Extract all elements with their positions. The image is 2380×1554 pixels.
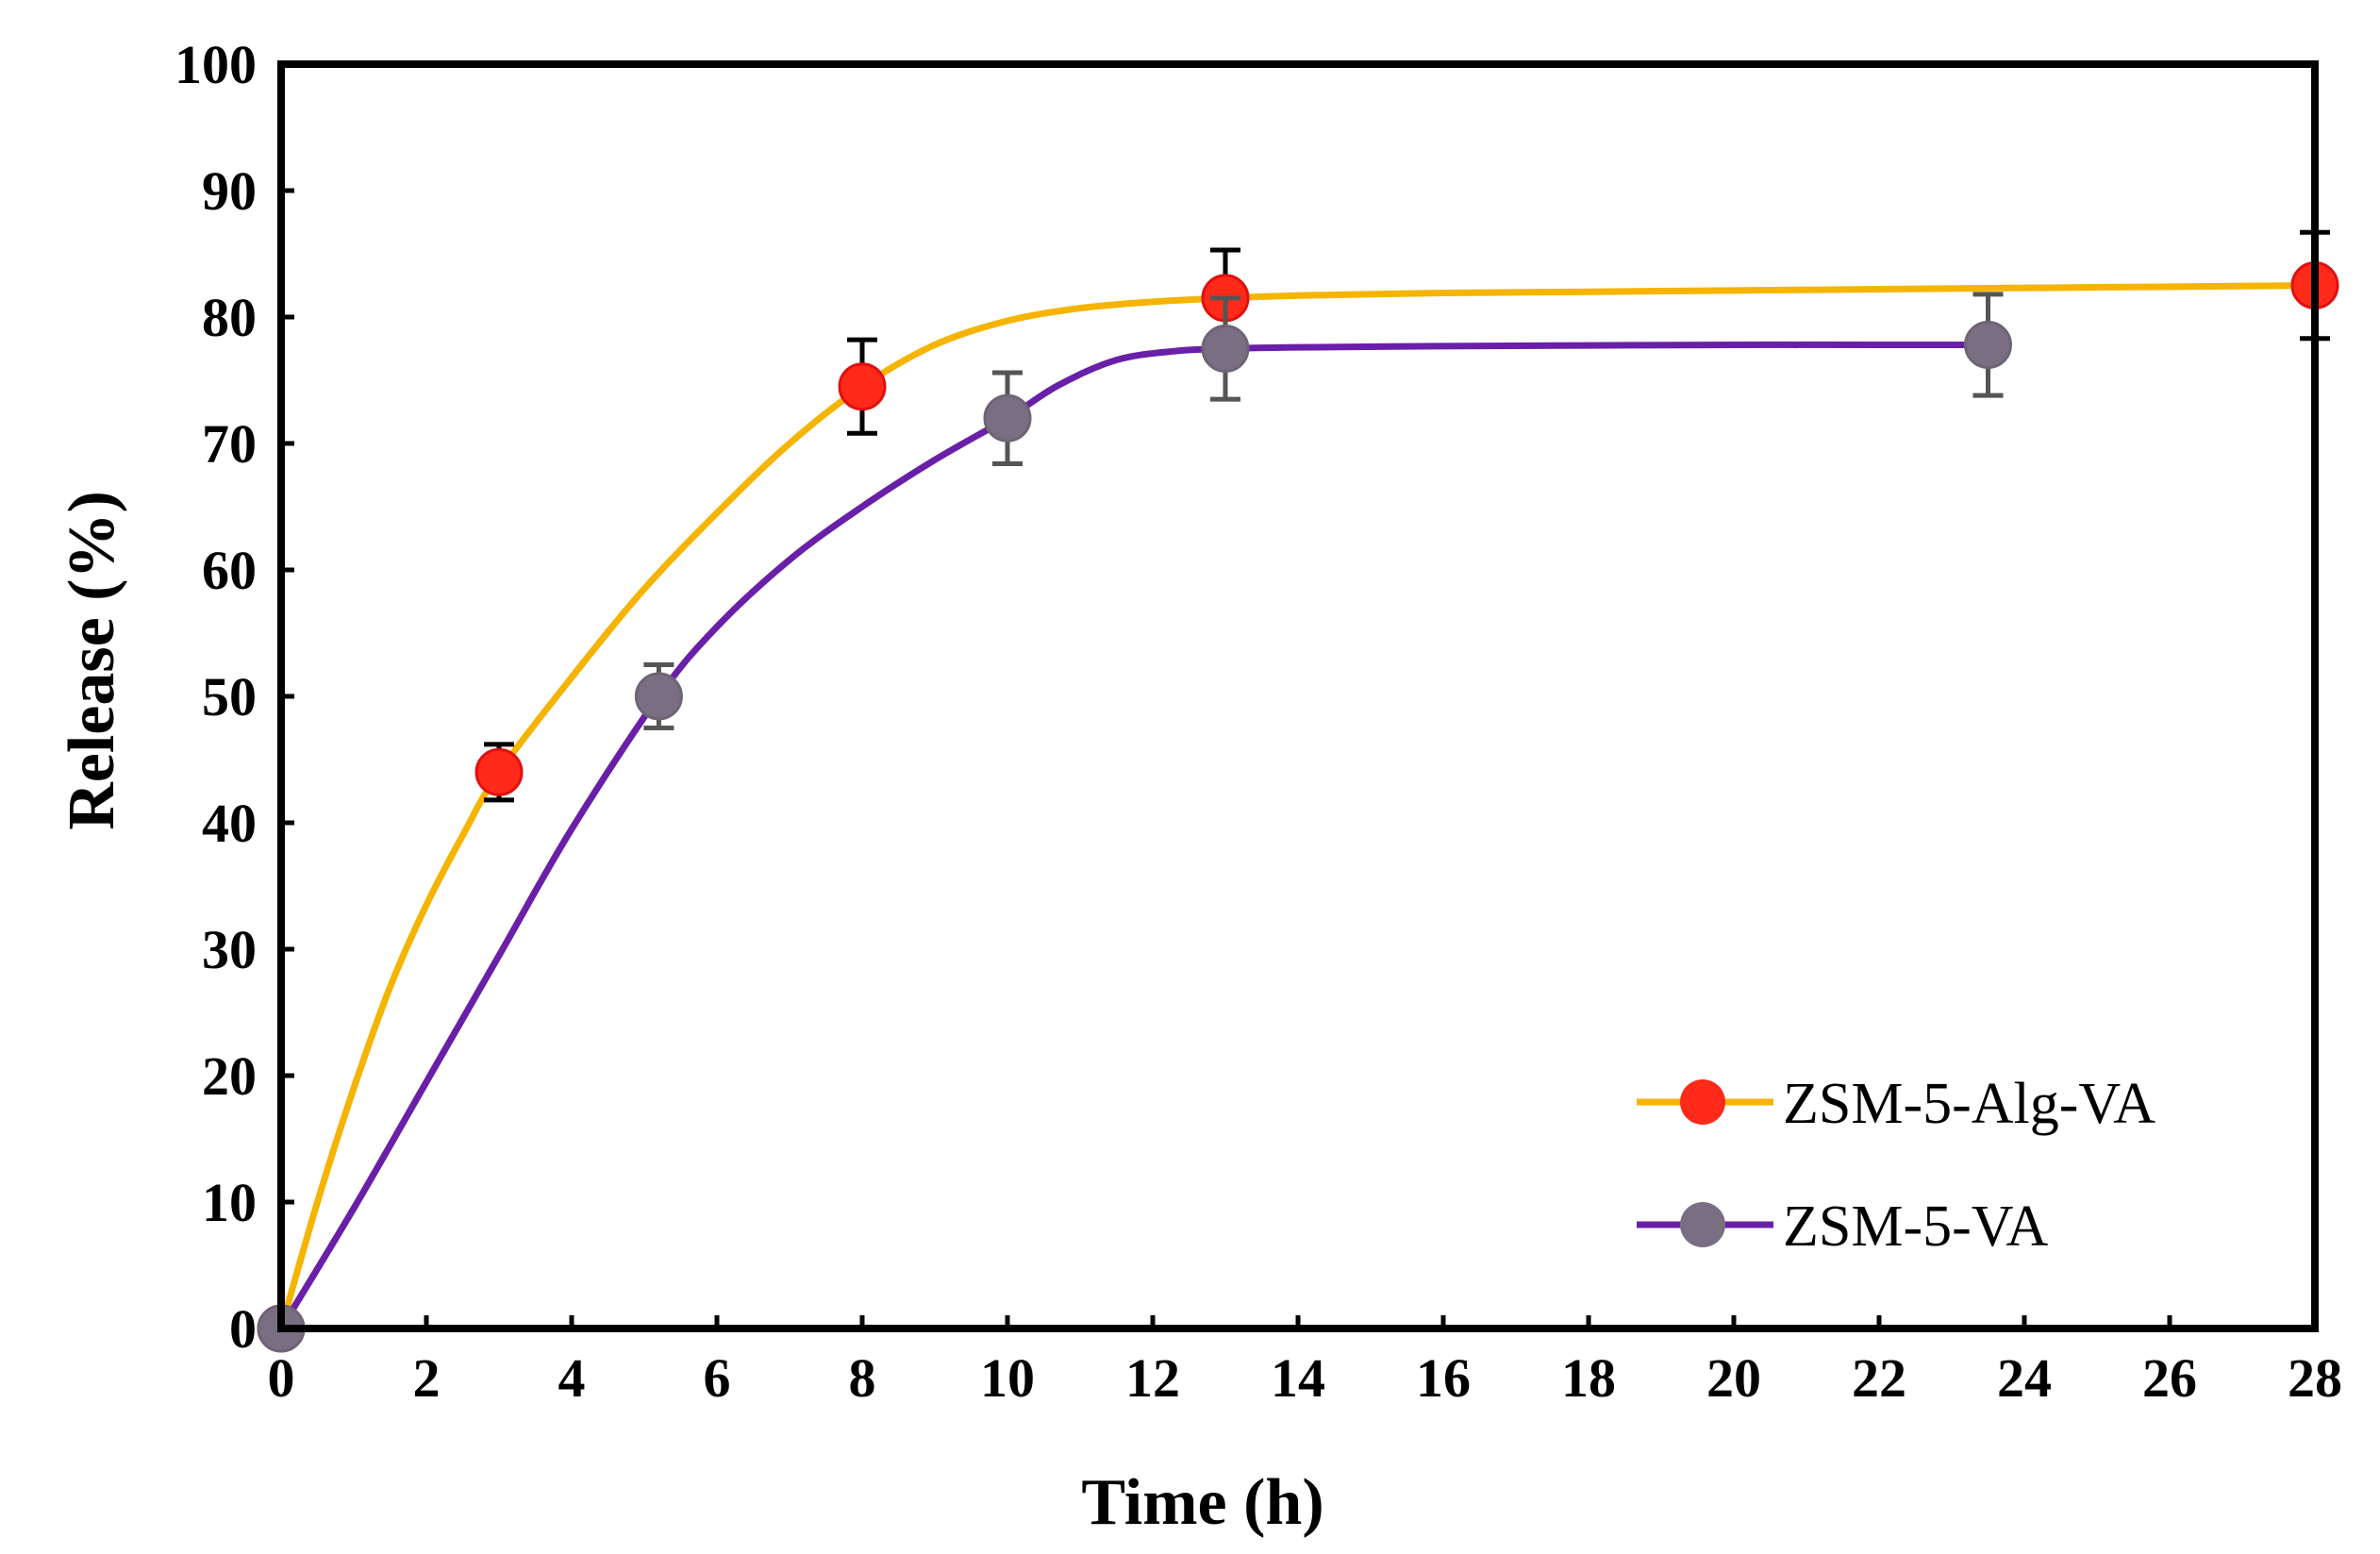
x-tick-label: 22 [1852,1347,1906,1409]
x-axis-title: Time (h) [1081,1466,1323,1539]
data-point [1201,325,1250,373]
y-tick-label: 30 [202,919,257,980]
x-tick-label: 28 [2288,1347,2342,1409]
series-line-0 [277,282,2319,1332]
legend-marker-alg [1680,1079,1725,1125]
data-point [634,672,683,721]
x-tick-label: 0 [268,1347,295,1409]
legend-label-alg: ZSM-5-Alg-VA [1783,1072,2155,1136]
x-tick-label: 2 [413,1347,441,1409]
y-tick-label: 10 [202,1172,257,1233]
y-tick-label: 50 [202,666,257,727]
legend: ZSM-5-Alg-VA ZSM-5-VA [1637,1072,2155,1259]
y-axis-title: Release (%) [56,491,128,830]
y-tick-label: 20 [202,1045,257,1107]
series-line-1 [277,341,1991,1332]
x-tick-label: 18 [1561,1347,1616,1409]
plot-layer [257,229,2339,1353]
y-tick-label: 0 [229,1298,257,1360]
x-tick-label: 12 [1125,1347,1180,1409]
x-tick-label: 26 [2142,1347,2197,1409]
x-tick-label: 4 [558,1347,586,1409]
x-tick-label: 10 [980,1347,1035,1409]
x-tick-label: 16 [1416,1347,1471,1409]
legend-label-va: ZSM-5-VA [1783,1195,2049,1259]
data-point [838,362,887,411]
x-tick-label: 14 [1271,1347,1325,1409]
y-tick-label: 70 [202,413,257,475]
data-point [1964,320,2012,369]
plot-frame [277,60,2319,1332]
data-point [983,393,1032,443]
legend-marker-va [1680,1202,1725,1247]
x-tick-label: 24 [1997,1347,2052,1409]
data-point [474,747,524,796]
y-tick-label: 90 [202,160,257,222]
axis-layer: 0 2 4 6 8 10 12 14 16 18 20 22 24 26 28010203040506070… [175,34,2342,1409]
y-tick-label: 60 [202,540,257,601]
x-tick-label: 6 [704,1347,731,1409]
y-tick-label: 100 [175,34,257,95]
y-tick-label: 80 [202,287,257,348]
x-tick-label: 8 [849,1347,876,1409]
y-tick-label: 40 [202,793,257,854]
x-tick-label: 20 [1706,1347,1761,1409]
